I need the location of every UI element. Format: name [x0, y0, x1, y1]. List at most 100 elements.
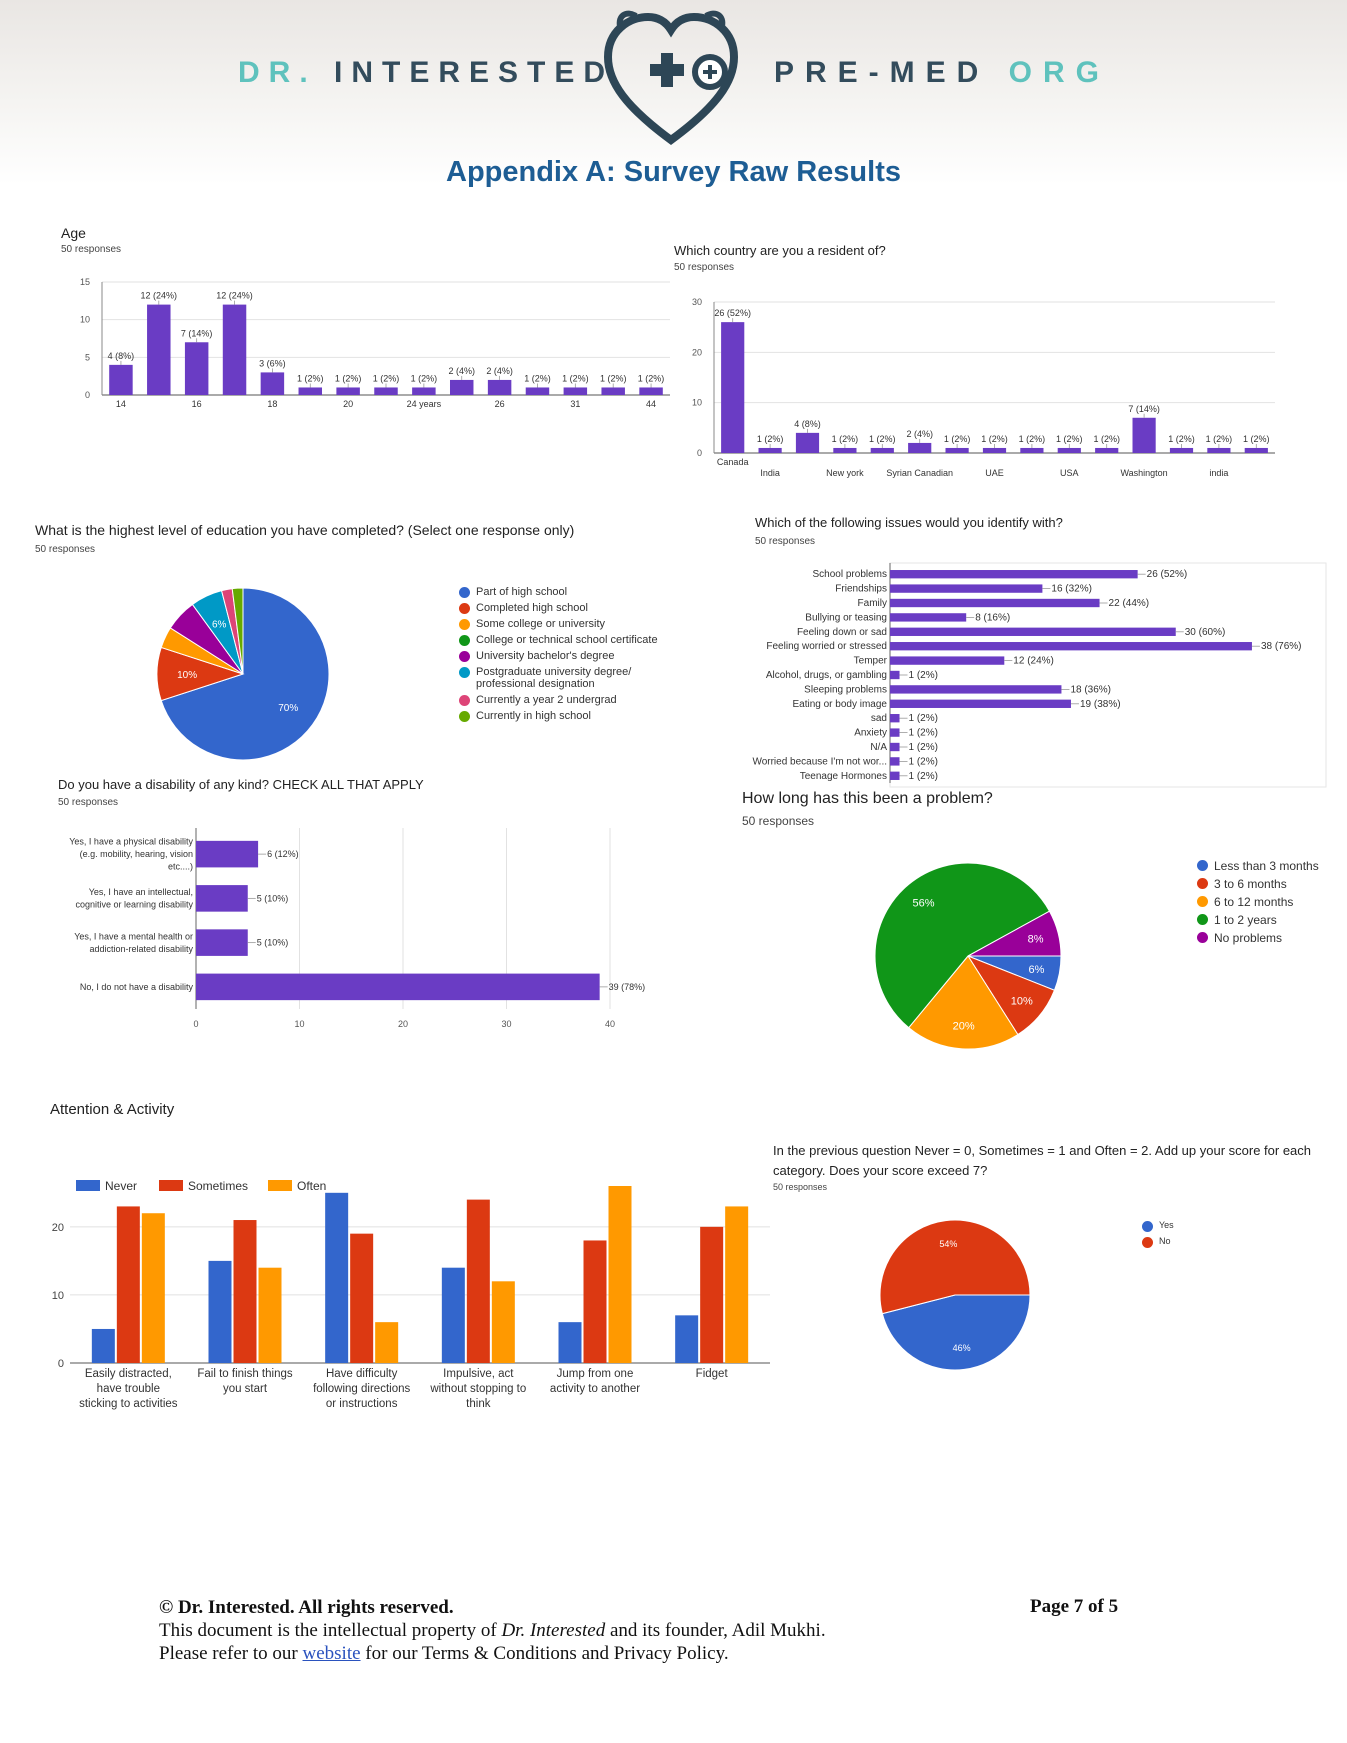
- data-label: 18 (36%): [1070, 684, 1111, 695]
- bar: [91, 1328, 115, 1363]
- bar: [890, 728, 900, 737]
- x-tick-label: without stopping to: [429, 1383, 526, 1395]
- x-tick-label: 40: [605, 1019, 615, 1029]
- x-tick-label: Easily distracted,: [85, 1368, 172, 1380]
- age-chart-subtitle: 50 responses: [61, 244, 122, 255]
- data-label: 7 (14%): [1128, 404, 1160, 414]
- legend-swatch: [1197, 932, 1208, 943]
- data-label: 1 (2%): [1168, 434, 1195, 444]
- category-label: Worried because I'm not wor...: [752, 756, 887, 767]
- data-label: 19 (38%): [1080, 699, 1121, 710]
- data-label: 1 (2%): [981, 434, 1008, 444]
- legend-label: Part of high school: [476, 586, 568, 598]
- country-chart-title: Which country are you a resident of?: [674, 243, 886, 258]
- bar: [890, 771, 900, 780]
- legend-label: Some college or university: [476, 618, 606, 630]
- legend-label: Often: [297, 1179, 326, 1193]
- category-label: Alcohol, drugs, or gambling: [766, 670, 887, 681]
- slice-label: 8%: [1028, 934, 1044, 946]
- data-label: 6 (12%): [267, 849, 299, 859]
- education-legend: Part of high school Completed high school…: [459, 586, 679, 726]
- bar: [982, 447, 1007, 453]
- bar: [1244, 447, 1268, 453]
- x-tick-label: Canada: [717, 457, 749, 467]
- y-tick-label: 15: [80, 277, 90, 287]
- data-label: 1 (2%): [524, 373, 551, 383]
- category-label: Yes, I have a physical disability: [69, 837, 193, 847]
- duration-chart-subtitle: 50 responses: [742, 814, 815, 828]
- bar: [412, 387, 436, 395]
- bar: [298, 387, 323, 395]
- page-number: Page 7 of 5: [1030, 1596, 1119, 1617]
- bar: [260, 372, 285, 395]
- score-pie: 46% 54%: [879, 1219, 1031, 1371]
- data-label: 26 (52%): [714, 308, 751, 318]
- legend-label: Currently a year 2 undergrad: [476, 694, 617, 706]
- slice-label: 70%: [278, 703, 298, 714]
- y-tick-label: 20: [692, 347, 702, 357]
- bar: [870, 447, 894, 453]
- ownership-text-b: and its founder, Adil Mukhi.: [605, 1620, 826, 1641]
- data-label: 1 (2%): [335, 373, 362, 383]
- bar: [196, 840, 259, 868]
- data-label: 5 (10%): [257, 893, 289, 903]
- heart-stethoscope-logo: [603, 10, 739, 145]
- bar: [890, 627, 1176, 636]
- slice-label: 6%: [212, 619, 227, 630]
- legend-swatch: [459, 619, 470, 630]
- y-tick-label: 10: [80, 315, 90, 325]
- page-title: Appendix A: Survey Raw Results: [446, 156, 901, 188]
- category-label: Temper: [854, 656, 888, 667]
- ownership-text-a: This document is the intellectual proper…: [159, 1620, 502, 1641]
- x-tick-label: 0: [193, 1019, 198, 1029]
- bar: [441, 1267, 465, 1363]
- terms-text-b: for our Terms & Conditions and Privacy P…: [360, 1643, 729, 1664]
- issues-chart: Which of the following issues would you …: [735, 512, 1335, 792]
- y-tick-label: 10: [692, 398, 702, 408]
- attention-chart: Attention & Activity 0 10 20 Never Sometimes…: [40, 1100, 780, 1420]
- legend-label: Completed high school: [476, 602, 588, 614]
- legend-label: Yes: [1159, 1220, 1174, 1230]
- attention-chart-title: Attention & Activity: [50, 1101, 175, 1118]
- legend-swatch: [1142, 1237, 1153, 1248]
- x-tick-label: 26: [495, 399, 505, 409]
- education-chart-title: What is the highest level of education y…: [35, 522, 575, 538]
- data-label: 16 (32%): [1051, 584, 1092, 595]
- y-tick-label: 30: [692, 297, 702, 307]
- x-tick-label: Jump from one: [557, 1368, 634, 1380]
- legend-item: Currently a year 2 undergrad: [459, 694, 679, 706]
- bar: [1095, 447, 1119, 453]
- bar: [196, 885, 248, 912]
- bar: [466, 1199, 490, 1363]
- pie-slice: [881, 1294, 1031, 1371]
- bar: [350, 1233, 374, 1363]
- duration-legend: Less than 3 months 3 to 6 months 6 to 12 m…: [1197, 859, 1347, 949]
- data-label: 8 (16%): [975, 612, 1010, 623]
- category-label: Eating or body image: [792, 699, 887, 710]
- score-chart-title: In the previous question Never = 0, Some…: [773, 1143, 1312, 1178]
- legend-swatch: [1197, 878, 1208, 889]
- bar: [336, 387, 360, 395]
- website-link[interactable]: website: [302, 1643, 361, 1664]
- x-tick-label: you start: [223, 1383, 268, 1395]
- bar: [375, 1322, 399, 1363]
- data-label: 1 (2%): [1093, 434, 1120, 444]
- x-tick-label: 44: [646, 399, 656, 409]
- bar: [700, 1226, 724, 1363]
- brand-dr: DR.: [238, 56, 317, 89]
- data-label: 38 (76%): [1261, 641, 1302, 652]
- data-label: 39 (78%): [609, 982, 646, 992]
- age-chart-title: Age: [61, 225, 86, 241]
- bar: [1169, 447, 1194, 453]
- terms-text-a: Please refer to our: [159, 1643, 303, 1664]
- brand-interested: INTERESTED: [316, 56, 615, 89]
- pie-slice: [967, 910, 1062, 957]
- age-chart-plot: 0 5 10 15 4 (8%) 12 (24%) 7 (14%) 12 (24%) 3 (6%…: [80, 277, 670, 409]
- bar: [890, 613, 967, 622]
- y-tick-label: 0: [697, 448, 702, 458]
- bar: [1057, 447, 1081, 453]
- legend-swatch: [1197, 914, 1208, 925]
- data-label: 4 (8%): [794, 419, 821, 429]
- pie-slice: [908, 955, 1019, 1050]
- x-tick-label: 18: [267, 399, 277, 409]
